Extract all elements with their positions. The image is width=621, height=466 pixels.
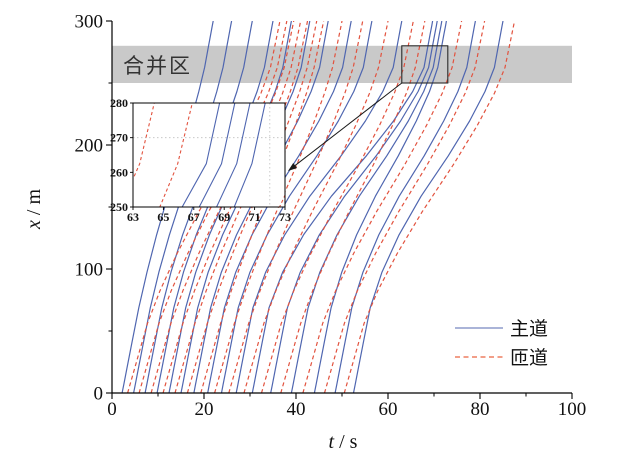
trajectory-ramp xyxy=(302,21,463,393)
inset-x-tick-label: 69 xyxy=(218,210,230,224)
trajectory-main xyxy=(290,21,443,393)
trajectory-main xyxy=(233,103,266,207)
inset-background xyxy=(133,103,285,207)
trajectory-ramp xyxy=(343,21,516,393)
inset-trajectories-layer xyxy=(0,34,505,461)
legend: 主道 匝道 xyxy=(455,318,548,369)
x-tick-label: 100 xyxy=(558,399,587,420)
y-tick-label: 300 xyxy=(75,12,104,33)
inset-x-tick-label: 65 xyxy=(157,210,169,224)
trajectory-ramp xyxy=(228,21,364,393)
inset-y-tick-label: 280 xyxy=(110,96,128,110)
merge-zone-label: 合并区 xyxy=(123,54,192,78)
inset-y-tick-label: 270 xyxy=(110,131,128,145)
inset-x-tick-label: 63 xyxy=(127,210,139,224)
zoom-annotation-layer xyxy=(288,45,449,171)
zoom-arrow-head xyxy=(288,163,298,171)
x-tick-label: 80 xyxy=(471,399,490,420)
trajectory-ramp xyxy=(0,34,407,461)
trajectory-ramp xyxy=(0,34,505,461)
trajectory-ramp xyxy=(0,34,87,461)
trajectory-main xyxy=(270,21,438,393)
trajectory-ramp xyxy=(280,21,426,393)
x-axis-title: t / s xyxy=(329,431,358,453)
y-tick-label: 0 xyxy=(94,384,104,405)
trajectory-ramp xyxy=(243,21,389,393)
trajectory-main xyxy=(215,103,251,207)
legend-ramp-label: 匝道 xyxy=(510,347,548,369)
trajectory-main xyxy=(235,21,403,393)
x-tick-label: 0 xyxy=(107,399,117,420)
trajectory-main xyxy=(220,21,373,393)
trajectory-main xyxy=(0,34,376,461)
inset-frame xyxy=(132,102,286,208)
trajectory-main xyxy=(352,21,504,393)
trajectories-layer xyxy=(121,21,516,393)
trajectory-main xyxy=(334,21,476,393)
inset-plot: 63 65 67 69 71 73 250 260 270 280 xyxy=(0,34,505,461)
trajectory-ramp xyxy=(323,21,486,393)
trajectory-ramp xyxy=(133,103,155,181)
y-tick-label: 100 xyxy=(75,260,104,281)
x-tick-label: 60 xyxy=(379,399,398,420)
trajectory-main xyxy=(313,21,447,393)
inset-y-tick-label: 250 xyxy=(110,200,128,214)
trajectory-ramp xyxy=(200,21,325,393)
inset-x-tick-label: 67 xyxy=(188,210,200,224)
zoom-rect xyxy=(401,45,449,84)
trajectory-main xyxy=(207,21,352,393)
trajectory-ramp xyxy=(214,21,343,393)
inset-x-tick-label: 71 xyxy=(249,210,261,224)
trajectory-main xyxy=(0,34,34,461)
inset-y-tick-label: 260 xyxy=(110,165,128,179)
x-tick-label: 20 xyxy=(195,399,214,420)
trajectory-main xyxy=(0,34,467,461)
legend-main-label: 主道 xyxy=(510,318,548,340)
axes-layer: 0 20 40 60 80 100 0 100 200 300 xyxy=(75,12,587,421)
y-tick-label: 200 xyxy=(75,136,104,157)
y-axis-title: x / m xyxy=(23,189,45,230)
inset-x-tick-label: 73 xyxy=(279,210,291,224)
trajectory-main xyxy=(251,21,434,393)
trajectory-ramp xyxy=(159,103,193,207)
trajectory-ramp xyxy=(0,34,4,461)
x-tick-label: 40 xyxy=(287,399,306,420)
trajectory-ramp xyxy=(138,21,288,393)
zoom-arrow-line xyxy=(292,82,403,168)
